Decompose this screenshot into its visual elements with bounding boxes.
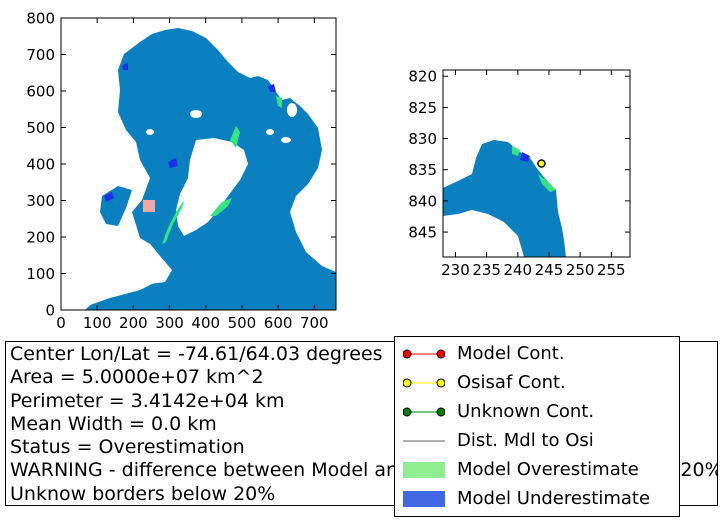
- y-tick-label: 200: [26, 228, 55, 246]
- y-tick-label: 400: [26, 155, 55, 173]
- x-tick-label: 500: [228, 314, 257, 332]
- green-patch-icon: [403, 462, 445, 478]
- x-tick-label: 700: [300, 314, 329, 332]
- gray-line-icon: [403, 440, 445, 442]
- osisaf-marker: [537, 159, 546, 168]
- zoom-map: 230 235 240 245 250 255 820 825 830 835 840 845: [408, 68, 631, 279]
- y-tick-label: 300: [26, 192, 55, 210]
- x-tick-label: 235: [472, 261, 501, 279]
- y-tick-label: 840: [408, 192, 437, 210]
- overview-map: 0 100 200 300 400 500 600 700 0 100 200 300 400 500 60…: [26, 9, 337, 332]
- red-line-marker-icon: [403, 349, 445, 359]
- x-tick-label: 240: [503, 261, 532, 279]
- zoom-ocean: [443, 140, 566, 257]
- y-tick-label: 0: [45, 301, 55, 319]
- y-tick-label: 500: [26, 119, 55, 137]
- legend-item-model-cont: Model Cont.: [395, 341, 679, 367]
- x-tick-label: 200: [119, 314, 148, 332]
- info-line-perimeter: Perimeter = 3.4142e+04 km: [10, 389, 285, 412]
- zoom-overestimate: [512, 146, 520, 156]
- legend-label: Osisaf Cont.: [457, 372, 566, 393]
- legend-label: Model Underestimate: [457, 488, 651, 509]
- legend-item-overestimate: Model Overestimate: [395, 457, 679, 483]
- legend-item-osisaf-cont: Osisaf Cont.: [395, 370, 679, 396]
- x-tick-label: 300: [155, 314, 184, 332]
- x-tick-label: 250: [566, 261, 595, 279]
- x-tick-label: 230: [441, 261, 470, 279]
- x-tick-label: 255: [597, 261, 626, 279]
- legend-label: Unknown Cont.: [457, 401, 595, 422]
- x-tick-label: 600: [264, 314, 293, 332]
- legend-item-unknown-cont: Unknown Cont.: [395, 399, 679, 425]
- zoom-underestimate: [520, 152, 530, 162]
- land-mask: [61, 18, 336, 310]
- y-tick-label: 825: [408, 99, 437, 117]
- y-tick-label: 800: [26, 9, 55, 27]
- x-tick-label: 400: [191, 314, 220, 332]
- x-tick-label: 100: [83, 314, 112, 332]
- map2-axis-ticks: 230 235 240 245 250 255 820 825 830 835 840 845: [408, 68, 630, 279]
- legend-label: Model Overestimate: [457, 459, 639, 480]
- y-tick-label: 100: [26, 265, 55, 283]
- zoom-overestimate-2: [538, 174, 556, 192]
- info-line-width: Mean Width = 0.0 km: [10, 412, 217, 435]
- info-line-area: Area = 5.0000e+07 km^2: [10, 366, 264, 389]
- estimate-strips: [104, 62, 282, 244]
- legend-item-dist: Dist. Mdl to Osi: [395, 428, 679, 454]
- legend: Model Cont. Osisaf Cont. Unknown Cont. D…: [394, 336, 680, 517]
- map2-frame: [442, 69, 631, 258]
- yellow-line-marker-icon: [403, 378, 445, 388]
- green-line-marker-icon: [403, 407, 445, 417]
- y-tick-label: 600: [26, 82, 55, 100]
- legend-label: Dist. Mdl to Osi: [457, 430, 594, 451]
- legend-item-underestimate: Model Underestimate: [395, 486, 679, 512]
- y-tick-label: 830: [408, 130, 437, 148]
- info-line-center: Center Lon/Lat = -74.61/64.03 degrees: [10, 343, 383, 365]
- info-line-status: Status = Overestimation: [10, 436, 245, 459]
- y-tick-label: 820: [408, 68, 437, 86]
- y-tick-label: 700: [26, 46, 55, 64]
- y-tick-label: 845: [408, 223, 437, 241]
- blue-patch-icon: [403, 491, 445, 507]
- y-tick-label: 835: [408, 161, 437, 179]
- x-tick-label: 0: [56, 314, 66, 332]
- info-line-unknown: Unknow borders below 20%: [10, 482, 276, 505]
- map1-axis-ticks: 0 100 200 300 400 500 600 700 0 100 200 300 400 500 60…: [26, 9, 336, 332]
- x-tick-label: 245: [535, 261, 564, 279]
- legend-label: Model Cont.: [457, 343, 565, 364]
- highlight-box: [143, 200, 155, 212]
